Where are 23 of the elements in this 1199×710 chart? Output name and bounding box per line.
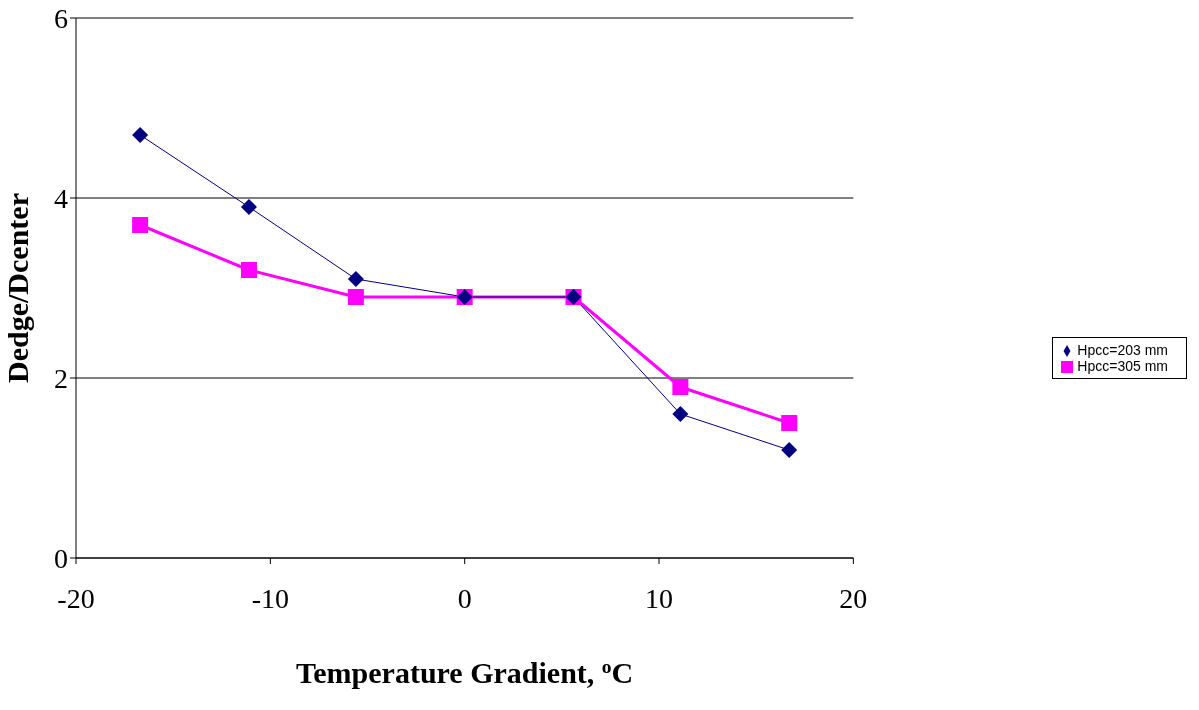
y-tick-label: 0 [54, 542, 68, 574]
point [781, 415, 798, 431]
point [240, 199, 257, 215]
point [132, 217, 149, 233]
legend-label: Hpcc=305 mm [1077, 358, 1168, 374]
x-tick-label: 10 [645, 582, 674, 614]
point [781, 442, 798, 458]
point [672, 406, 689, 422]
point [132, 127, 149, 143]
point [347, 271, 364, 287]
y-axis-title: Dedge/Dcenter [1, 193, 34, 383]
y-tick-label: 2 [54, 362, 68, 394]
x-tick-label: 0 [457, 582, 472, 614]
y-tick-label: 6 [54, 2, 68, 34]
x-tick-label: -20 [57, 582, 95, 614]
point [240, 262, 257, 278]
point [672, 379, 689, 395]
legend-label: Hpcc=203 mm [1077, 342, 1168, 358]
x-axis-title: Temperature Gradient, $^{o}$C [296, 655, 634, 689]
point [347, 289, 364, 305]
x-tick-label: 20 [839, 582, 868, 614]
y-tick-label: 4 [54, 182, 68, 214]
x-tick-label: -10 [251, 582, 289, 614]
